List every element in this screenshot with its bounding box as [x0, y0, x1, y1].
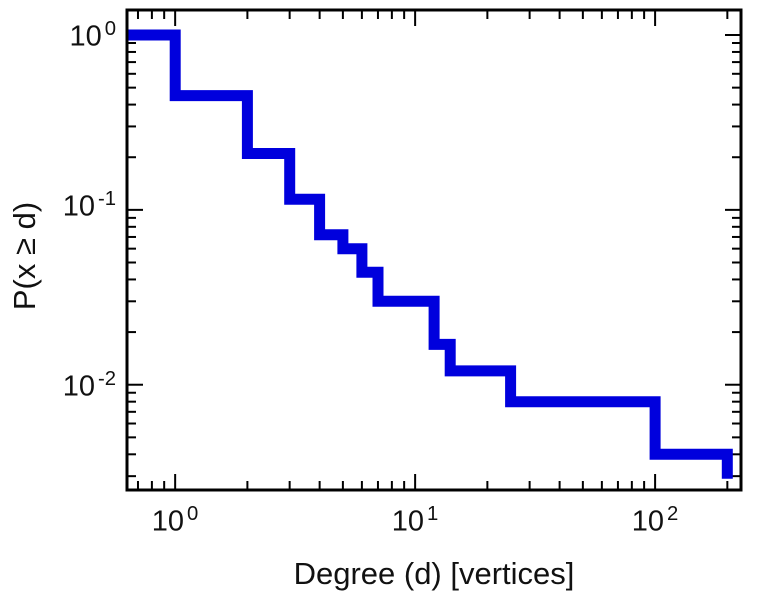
y-tick-exponent: -2 [97, 368, 116, 390]
x-tick-label-100: 10 2 [632, 503, 679, 539]
y-tick-exponent: -1 [97, 188, 116, 210]
y-tick-base: 10 [62, 190, 95, 223]
x-tick-label-10: 10 1 [392, 503, 439, 539]
y-axis-title: P(x ≥ d) [7, 201, 42, 311]
x-tick-label-1: 10 0 [152, 503, 199, 539]
x-tick-base: 10 [151, 505, 184, 538]
x-tick-exponent: 2 [666, 503, 679, 525]
x-tick-exponent: 1 [426, 503, 439, 525]
y-tick-label-0.01: 10 -2 [0, 368, 116, 404]
x-tick-base: 10 [631, 505, 664, 538]
x-tick-exponent: 0 [186, 503, 199, 525]
y-tick-label-0.1: 10 -1 [0, 188, 116, 224]
ccdf-step-line [127, 29, 733, 479]
y-tick-base: 10 [69, 20, 102, 53]
x-axis-title: Degree (d) [vertices] [293, 556, 575, 591]
x-tick-base: 10 [391, 505, 424, 538]
y-tick-base: 10 [62, 370, 95, 403]
y-tick-exponent: 0 [104, 18, 116, 40]
plot-frame [125, 8, 743, 492]
y-tick-label-1: 10 0 [0, 18, 116, 54]
